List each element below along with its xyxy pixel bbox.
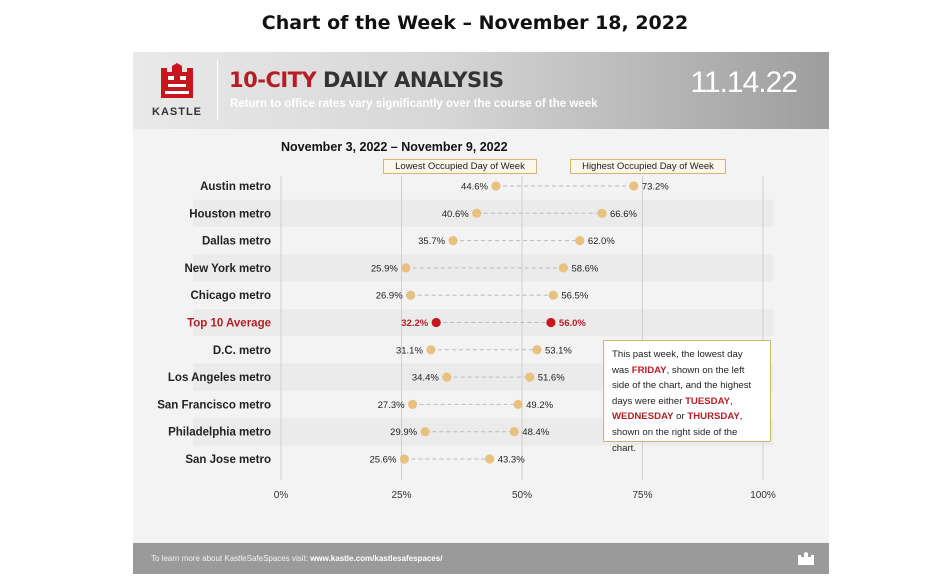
header-date: 11.14.22 [690, 66, 798, 99]
note-text-2: , shown on the left side of the chart, a… [612, 364, 752, 407]
high-value-label: 49.2% [526, 400, 553, 411]
note-thursday: THURSDAY [687, 411, 740, 423]
castle-icon [161, 63, 193, 98]
note-wednesday: WEDNESDAY [612, 411, 674, 423]
row-band [193, 308, 773, 337]
footer-castle-icon [798, 552, 814, 565]
row-band [193, 199, 773, 227]
header-subtitle: Return to office rates vary significantl… [230, 98, 598, 110]
category-label: Chicago metro [190, 290, 271, 302]
footer-link[interactable]: www.kastle.com/kastlesafespaces/ [310, 554, 443, 563]
kastle-logo: KASTLE [147, 60, 207, 122]
category-label: Houston metro [189, 208, 271, 220]
logo-text: KASTLE [152, 106, 202, 118]
header-title: 10-CITY DAILY ANALYSIS [229, 68, 504, 92]
high-value-label: 62.0% [588, 236, 615, 247]
low-value-label: 32.2% [401, 318, 428, 329]
category-label: Top 10 Average [187, 318, 271, 330]
high-point [597, 208, 607, 218]
low-point [420, 427, 430, 437]
low-point [472, 208, 482, 218]
high-point [513, 399, 523, 409]
category-label: Austin metro [200, 181, 271, 193]
low-point [448, 236, 458, 246]
note-text-1: This past week, the lowest day was [612, 349, 743, 376]
dumbbell-chart: 0% 25% 50% 75% 100% Austin metro 44.6% 73.2% Hou… [157, 176, 776, 501]
header-title-accent: 10-CITY [229, 68, 317, 92]
high-value-label: 58.6% [571, 263, 598, 274]
legend-lowest-day: Lowest Occupied Day of Week [383, 159, 537, 174]
note-text-3: , [730, 395, 733, 407]
category-label: D.C. metro [213, 345, 271, 357]
category-label: Dallas metro [202, 236, 271, 248]
low-point [426, 345, 436, 355]
infographic-card: KASTLE 10-CITY DAILY ANALYSIS Return to … [133, 52, 829, 574]
high-value-label: 43.3% [498, 455, 525, 466]
note-friday: FRIDAY [631, 364, 667, 376]
x-tick-label: 25% [391, 490, 411, 501]
low-point [407, 399, 418, 409]
low-point [442, 372, 452, 382]
note-text-4: or [673, 411, 688, 423]
high-point [509, 427, 519, 437]
low-point [406, 290, 416, 300]
high-point [629, 181, 639, 191]
header-banner: KASTLE 10-CITY DAILY ANALYSIS Return to … [133, 52, 829, 129]
x-tick-label: 0% [274, 490, 289, 501]
high-point [546, 317, 556, 328]
low-point [399, 454, 409, 464]
low-value-label: 40.6% [442, 209, 469, 220]
x-tick-label: 50% [512, 490, 532, 501]
page-title: Chart of the Week – November 18, 2022 [261, 12, 689, 34]
low-value-label: 44.6% [461, 182, 488, 193]
category-label: Philadelphia metro [168, 427, 271, 439]
category-label: New York metro [185, 263, 272, 275]
high-point [485, 454, 495, 464]
footer-label: To learn more about KastleSafeSpaces vis… [151, 554, 311, 563]
high-value-label: 56.0% [559, 318, 586, 329]
high-point [558, 263, 569, 273]
category-label: Los Angeles metro [168, 372, 271, 384]
low-value-label: 29.9% [390, 427, 417, 438]
category-label: San Francisco metro [157, 399, 271, 411]
high-value-label: 51.6% [538, 373, 565, 384]
low-value-label: 25.6% [369, 455, 396, 466]
high-point [525, 372, 535, 382]
legend-highest-day: Highest Occupied Day of Week [570, 159, 726, 174]
high-point [575, 236, 585, 246]
footer-bar: To learn more about KastleSafeSpaces vis… [133, 543, 829, 574]
low-value-label: 35.7% [418, 236, 445, 247]
note-tuesday: TUESDAY [685, 395, 731, 407]
low-value-label: 34.4% [412, 373, 439, 384]
note-text-5: , shown on the right side of the chart. [612, 411, 743, 454]
x-tick-label: 100% [750, 490, 776, 501]
low-value-label: 31.1% [396, 345, 423, 356]
high-value-label: 66.6% [610, 209, 637, 220]
high-point [532, 345, 542, 355]
high-value-label: 48.4% [522, 427, 549, 438]
low-value-label: 25.9% [371, 263, 398, 274]
low-point [431, 317, 441, 328]
high-point [548, 290, 558, 300]
high-value-label: 73.2% [642, 182, 669, 193]
high-value-label: 53.1% [545, 345, 572, 356]
header-title-rest: DAILY ANALYSIS [316, 68, 504, 92]
low-point [401, 263, 411, 273]
category-label: San Jose metro [185, 454, 271, 466]
low-point [491, 181, 501, 191]
date-range: November 3, 2022 – November 9, 2022 [281, 140, 508, 154]
header-divider [217, 60, 218, 120]
explanation-note: This past week, the lowest day was FRIDA… [603, 340, 771, 454]
high-value-label: 56.5% [561, 291, 588, 302]
low-value-label: 26.9% [376, 291, 403, 302]
low-value-label: 27.3% [378, 400, 405, 411]
x-tick-label: 75% [632, 490, 652, 501]
footer-text: To learn more about KastleSafeSpaces vis… [151, 554, 442, 563]
